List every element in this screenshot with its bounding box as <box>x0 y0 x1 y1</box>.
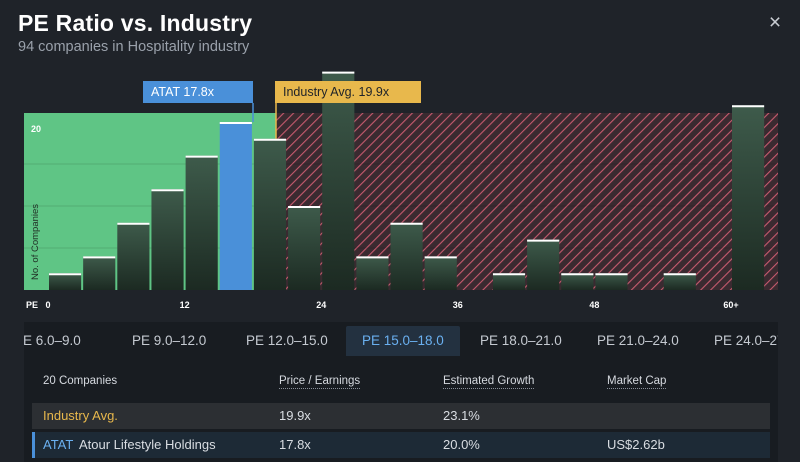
histogram-bar <box>253 138 287 290</box>
histogram-bar <box>117 222 150 290</box>
company-pe: 17.8x <box>279 437 311 452</box>
industry-row-pe: 19.9x <box>279 408 311 423</box>
histogram-bar <box>185 155 218 290</box>
company-pe-marker: ATAT 17.8x <box>143 81 253 103</box>
page-title: PE Ratio vs. Industry <box>18 10 253 36</box>
column-price-earnings[interactable]: Price / Earnings <box>279 375 361 389</box>
pe-range-tabs: PE 6.0–9.0 PE 9.0–12.0 PE 12.0–15.0 PE 1… <box>24 322 778 356</box>
x-tick-label: 12 <box>180 300 190 310</box>
company-ticker[interactable]: ATAT <box>43 437 74 452</box>
x-tick-label: 36 <box>453 300 463 310</box>
page-subtitle: 94 companies in Hospitality industry <box>18 39 250 55</box>
histogram-bar <box>356 256 389 290</box>
tab-pe-9-12[interactable]: PE 9.0–12.0 <box>132 333 207 348</box>
industry-average-row: Industry Avg. 19.9x 23.1% <box>32 403 770 429</box>
histogram-bar <box>49 273 82 290</box>
column-estimated-growth[interactable]: Estimated Growth <box>443 375 535 389</box>
pe-histogram-chart: PE 0 12 24 36 48 60+ No. of Companies 20 <box>24 71 778 310</box>
x-tick-label: 60+ <box>723 300 738 310</box>
histogram-bar <box>663 273 696 290</box>
tab-pe-12-15[interactable]: PE 12.0–15.0 <box>246 333 328 348</box>
histogram-bar <box>322 71 355 290</box>
company-name[interactable]: Atour Lifestyle Holdings <box>79 437 216 452</box>
histogram-bar <box>151 189 184 290</box>
x-axis-label: PE <box>26 300 38 310</box>
x-tick-label: 0 <box>45 300 50 310</box>
close-icon[interactable]: × <box>768 11 782 34</box>
industry-average-marker: Industry Avg. 19.9x <box>275 81 421 103</box>
histogram-bar <box>595 273 628 290</box>
companies-count: 20 Companies <box>43 375 118 387</box>
histogram-bar <box>492 273 526 290</box>
companies-table: 20 Companies Price / Earnings Estimated … <box>24 356 778 462</box>
company-row[interactable]: ATAT Atour Lifestyle Holdings 17.8x 20.0… <box>32 432 770 458</box>
y-tick-label: 20 <box>31 124 41 134</box>
column-market-cap[interactable]: Market Cap <box>607 375 667 389</box>
company-market-cap: US$2.62b <box>607 437 665 452</box>
industry-row-growth: 23.1% <box>443 408 480 423</box>
histogram-bar <box>288 206 321 290</box>
y-axis-label: No. of Companies <box>30 204 41 280</box>
tab-pe-24-27[interactable]: PE 24.0–27.0 <box>714 333 778 348</box>
x-tick-label: 24 <box>316 300 326 310</box>
tab-pe-15-18[interactable]: PE 15.0–18.0 <box>346 326 460 356</box>
x-tick-label: 48 <box>589 300 599 310</box>
company-bin-bar <box>219 122 252 290</box>
histogram-bar <box>732 105 765 290</box>
company-growth: 20.0% <box>443 437 480 452</box>
tab-pe-6-9[interactable]: PE 6.0–9.0 <box>24 333 81 348</box>
tab-pe-18-21[interactable]: PE 18.0–21.0 <box>480 333 562 348</box>
industry-row-name: Industry Avg. <box>43 408 118 423</box>
tab-pe-21-24[interactable]: PE 21.0–24.0 <box>597 333 679 348</box>
histogram-bar <box>561 273 594 290</box>
histogram-bar <box>424 256 457 290</box>
histogram-bar <box>83 256 116 290</box>
histogram-bar <box>527 239 560 290</box>
histogram-bar <box>390 222 423 290</box>
